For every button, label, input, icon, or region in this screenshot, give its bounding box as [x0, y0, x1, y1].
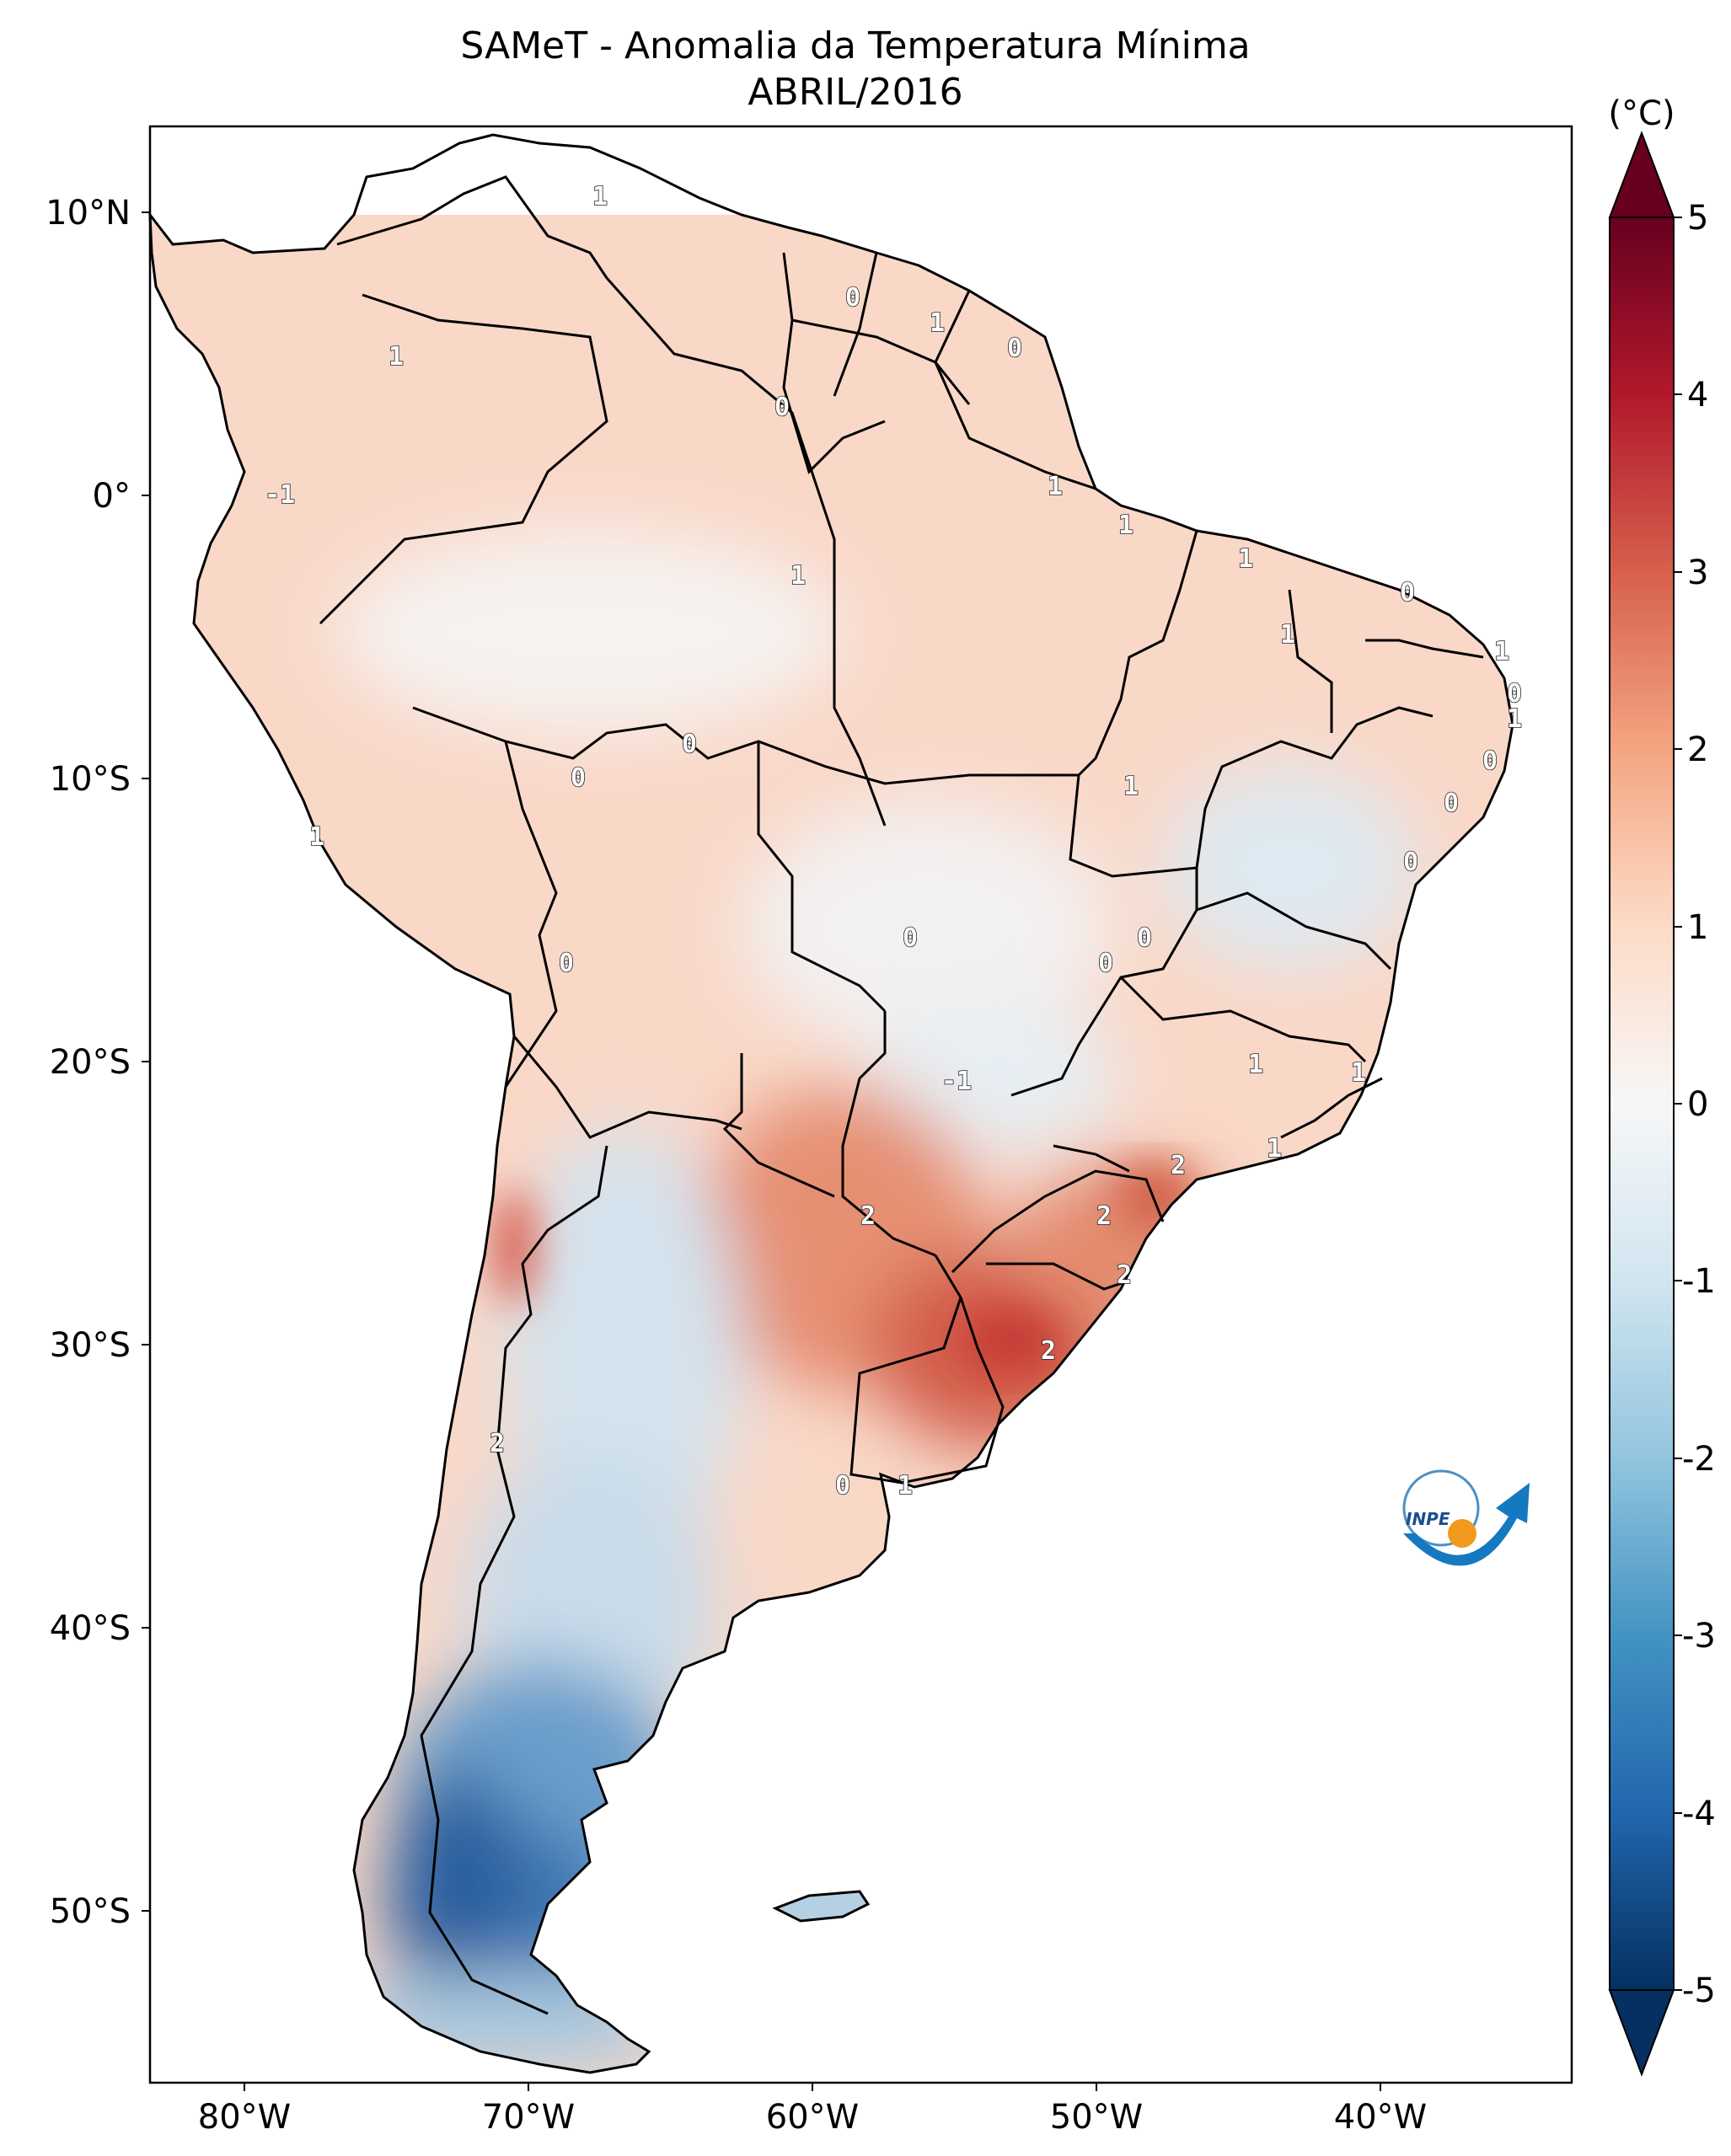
y-axis [142, 211, 150, 1912]
contour-label: 0 [1403, 848, 1418, 877]
contour-label: 0 [1444, 789, 1459, 818]
contour-label: 2 [1096, 1201, 1112, 1231]
inpe-logo: INPE [1402, 1469, 1530, 1566]
x-tick-label: 80°W [198, 2098, 291, 2137]
y-tick-label: 0° [93, 477, 131, 516]
contour-label: 1 [1280, 620, 1295, 650]
colorbar-tick-label: -3 [1682, 1617, 1716, 1656]
contour-label: 2 [1117, 1260, 1132, 1290]
y-tick-labels: 10°N 0° 10°S 20°S 30°S 40°S 50°S [46, 194, 131, 1931]
contour-label: 0 [1007, 334, 1022, 363]
contour-label: 0 [1482, 746, 1498, 776]
contour-label: 1 [1118, 511, 1133, 540]
contour-label: 0 [571, 763, 586, 793]
contour-label: 0 [903, 923, 918, 953]
colorbar-tick-label: 5 [1687, 199, 1708, 238]
logo-text: INPE [1406, 1509, 1450, 1529]
y-tick-label: 40°S [50, 1609, 131, 1648]
colorbar-tick-label: 1 [1687, 908, 1708, 947]
colorbar-tick-label: 2 [1687, 730, 1708, 769]
contour-label: 1 [930, 308, 945, 338]
y-tick-label: 10°S [50, 760, 131, 799]
x-tick-label: 60°W [766, 2098, 859, 2137]
x-tick-labels: 80°W 70°W 60°W 50°W 40°W [198, 2098, 1427, 2137]
contour-label: 1 [592, 182, 608, 211]
x-axis [244, 2083, 1381, 2091]
contour-label: 0 [845, 283, 860, 313]
x-tick-label: 70°W [482, 2098, 575, 2137]
contour-label: 1 [790, 561, 806, 591]
colorbar-tick-label: -2 [1682, 1440, 1716, 1479]
chart-title: SAMeT - Anomalia da Temperatura Mínima [460, 24, 1250, 67]
y-tick-label: 50°S [50, 1892, 131, 1931]
colorbar-unit: (°C) [1608, 94, 1675, 133]
contour-label: 1 [1267, 1134, 1282, 1164]
contour-label: 1 [309, 822, 324, 852]
y-tick-label: 30°S [50, 1326, 131, 1365]
contour-label: 1 [389, 342, 404, 372]
contour-label: 1 [898, 1471, 913, 1501]
contour-label: 2 [1171, 1151, 1186, 1180]
map-area: 1 0 1 0 1 0 -1 1 1 1 1 0 1 1 0 1 0 0 1 0… [148, 125, 1573, 2084]
contour-label: 2 [860, 1201, 876, 1231]
contour-label: -1 [941, 1067, 972, 1096]
colorbar-tick-label: 4 [1687, 376, 1708, 415]
chart-subtitle: ABRIL/2016 [748, 71, 962, 114]
x-tick-label: 40°W [1334, 2098, 1427, 2137]
contour-label: 1 [1048, 472, 1063, 501]
y-tick-label: 20°S [50, 1043, 131, 1082]
contour-label: 1 [1248, 1050, 1263, 1079]
contour-label: 0 [1098, 949, 1113, 978]
contour-label: 0 [1137, 923, 1152, 953]
colorbar: (°C) 5 4 3 2 1 0 -1 -2 -3 -4 -5 [1608, 94, 1716, 2077]
contour-label: -1 [265, 480, 295, 510]
contour-label: 0 [1507, 679, 1522, 709]
colorbar-tick-label: -4 [1682, 1795, 1716, 1833]
contour-label: 2 [1041, 1336, 1056, 1366]
colorbar-tick-label: 3 [1687, 554, 1708, 592]
colorbar-tick-label: -5 [1682, 1971, 1716, 2010]
country-borders [148, 133, 1514, 2074]
contour-label: 0 [835, 1471, 850, 1501]
colorbar-tick-label: -1 [1682, 1262, 1716, 1301]
x-tick-label: 50°W [1050, 2098, 1143, 2137]
map-frame [148, 125, 1573, 2084]
contour-label: 1 [1507, 704, 1522, 734]
contour-label: 0 [1400, 578, 1415, 607]
contour-label: 0 [559, 949, 574, 978]
contour-label: 0 [682, 730, 697, 759]
contour-label: 2 [490, 1429, 505, 1458]
contour-label: 1 [1238, 544, 1253, 574]
contour-label: 1 [1494, 637, 1509, 666]
y-tick-label: 10°N [46, 194, 131, 233]
contour-label: 1 [1123, 772, 1139, 801]
contour-label: 0 [774, 393, 790, 422]
colorbar-tick-label: 0 [1687, 1085, 1708, 1124]
contour-labels: 1 0 1 0 1 0 -1 1 1 1 1 0 1 1 0 1 0 0 1 0… [264, 181, 1523, 1501]
contour-label: 1 [1351, 1058, 1366, 1088]
